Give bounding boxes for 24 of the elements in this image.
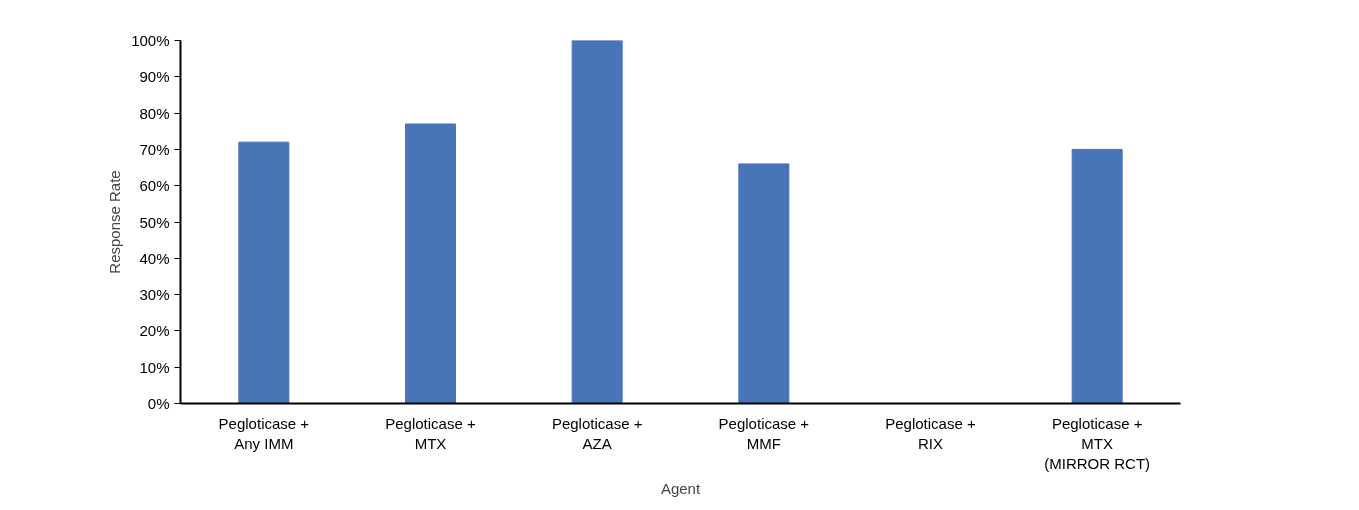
x-tick-label: Pegloticase + AZA bbox=[551, 414, 643, 452]
x-tick-label: Pegloticase + Any IMM bbox=[218, 414, 310, 452]
y-tick-label: 50% bbox=[139, 213, 170, 231]
bar bbox=[738, 163, 790, 404]
x-tick-label: Pegloticase + MMF bbox=[718, 414, 810, 452]
y-tick-label: 40% bbox=[139, 249, 170, 267]
bar bbox=[571, 40, 623, 404]
y-tick-label: 80% bbox=[139, 104, 170, 122]
bar bbox=[1071, 148, 1123, 404]
y-axis-title: Response Rate bbox=[106, 170, 124, 274]
y-tick-label: 70% bbox=[139, 140, 170, 158]
y-tick-label: 20% bbox=[139, 322, 170, 340]
x-axis-title: Agent bbox=[660, 480, 701, 498]
x-tick-label: Pegloticase + MTX (MIRROR RCT) bbox=[1044, 414, 1151, 473]
y-tick-label: 90% bbox=[139, 68, 170, 86]
x-tick-label: Pegloticase + MTX bbox=[385, 414, 476, 452]
x-tick-label: Pegloticase + RIX bbox=[885, 414, 976, 452]
y-tick-label: 30% bbox=[139, 286, 170, 304]
y-tick-label: 100% bbox=[131, 32, 170, 49]
bar bbox=[405, 123, 456, 404]
y-tick-label: 60% bbox=[139, 177, 170, 195]
y-tick-label: 0% bbox=[147, 395, 170, 412]
y-tick-label: 10% bbox=[139, 358, 170, 376]
bar bbox=[238, 141, 290, 404]
